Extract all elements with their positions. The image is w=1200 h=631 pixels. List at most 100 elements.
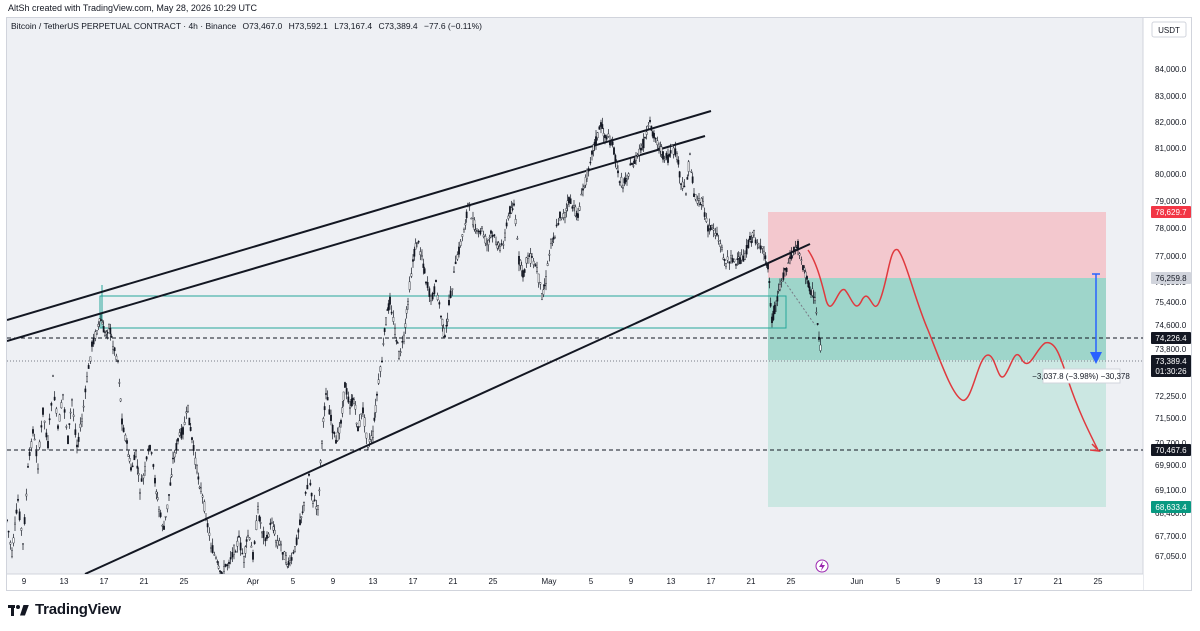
candle-body (281, 552, 284, 555)
candle-body (456, 254, 459, 260)
candle-body (55, 408, 58, 414)
candle-body (624, 178, 627, 183)
candle-body (604, 134, 606, 139)
candle-body (511, 208, 514, 210)
projection-path[interactable] (807, 248, 1099, 451)
y-tick-label: 67,050.0 (1155, 552, 1187, 561)
candle-body (403, 334, 405, 342)
candle-body (113, 347, 116, 352)
candle-body (94, 331, 97, 339)
candle-body (686, 177, 689, 180)
stop-loss-zone[interactable] (768, 212, 1106, 278)
candle-body (754, 239, 757, 244)
candle-body (178, 432, 181, 436)
candle-body (345, 388, 348, 395)
candle-body (665, 153, 668, 159)
price-label-box (1151, 365, 1191, 377)
take-profit-zone[interactable] (768, 360, 1106, 507)
y-tick-label: 83,000.0 (1155, 92, 1187, 101)
x-tick-label: 13 (369, 577, 378, 586)
candle-body (131, 465, 134, 468)
chart-credit: AltSh created with TradingView.com, May … (8, 3, 257, 13)
candles (7, 116, 822, 574)
candle-body (644, 137, 646, 139)
candle-body (191, 437, 193, 440)
candle-body (681, 181, 684, 189)
candle-body (154, 477, 156, 484)
candle-body (340, 420, 342, 424)
candle-body (119, 398, 122, 402)
candle-body (683, 185, 686, 188)
candle-body (20, 528, 23, 531)
candle-body (42, 407, 44, 415)
x-tick-label: 25 (787, 577, 796, 586)
candle-body (392, 317, 395, 322)
candle-body (387, 303, 390, 311)
candle-body (532, 260, 535, 265)
tradingview-logo[interactable]: TradingView (8, 601, 121, 618)
price-label-box (1151, 332, 1191, 344)
candle-body (653, 133, 655, 139)
candle-body (769, 303, 772, 307)
candle-body (441, 318, 444, 326)
candle-body (589, 161, 592, 164)
candle-body (668, 153, 671, 157)
price-label-box (1151, 444, 1191, 456)
candle-body (48, 418, 51, 421)
candle-body (791, 252, 794, 256)
candle-body (426, 282, 429, 288)
range-box[interactable] (99, 295, 787, 329)
candle-body (467, 203, 469, 205)
candle-body (416, 242, 418, 244)
candle-body (527, 255, 529, 259)
candle-body (271, 522, 273, 524)
candle-body (365, 432, 368, 439)
candle-body (775, 303, 777, 306)
candle-body (645, 131, 648, 135)
candle-body (60, 402, 63, 409)
candle-body (554, 237, 556, 239)
candle-body (514, 219, 517, 225)
candle-body (495, 241, 497, 245)
candle-body (592, 144, 595, 151)
candle-body (507, 215, 510, 219)
candle-body (135, 450, 137, 457)
candle-body (14, 522, 16, 525)
candle-body (313, 499, 316, 502)
candle-body (362, 407, 364, 414)
candle-body (192, 445, 195, 451)
price-label: 78,629.7 (1155, 208, 1187, 217)
y-tick-label: 69,900.0 (1155, 461, 1187, 470)
candle-body (69, 411, 72, 414)
candle-body (448, 300, 450, 306)
candle-body (297, 529, 300, 533)
candle-body (464, 223, 467, 226)
candle-body (77, 436, 80, 442)
candle-body (7, 530, 10, 533)
candle-body (744, 252, 746, 260)
candle-body (194, 457, 197, 465)
candle-body (636, 154, 639, 157)
y-tick-label: 73,800.0 (1155, 345, 1187, 354)
candle-body (15, 509, 18, 514)
candle-body (18, 511, 21, 521)
candle-body (568, 197, 570, 204)
candle-body (685, 193, 687, 195)
currency-button[interactable] (1151, 21, 1187, 38)
candle-body (360, 413, 363, 415)
candle-body (539, 282, 542, 285)
measure-label-box (1042, 368, 1121, 384)
candle-body (216, 561, 219, 563)
candle-body (510, 207, 513, 214)
candle-body (309, 482, 312, 486)
candle-body (169, 482, 172, 486)
candle-body (315, 506, 318, 510)
candle-body (58, 414, 61, 422)
candle-body (669, 150, 672, 154)
candle-body (372, 430, 374, 438)
candle-body (9, 542, 12, 545)
candle-body (536, 267, 538, 272)
candle-body (57, 425, 59, 429)
candle-body (767, 263, 769, 270)
